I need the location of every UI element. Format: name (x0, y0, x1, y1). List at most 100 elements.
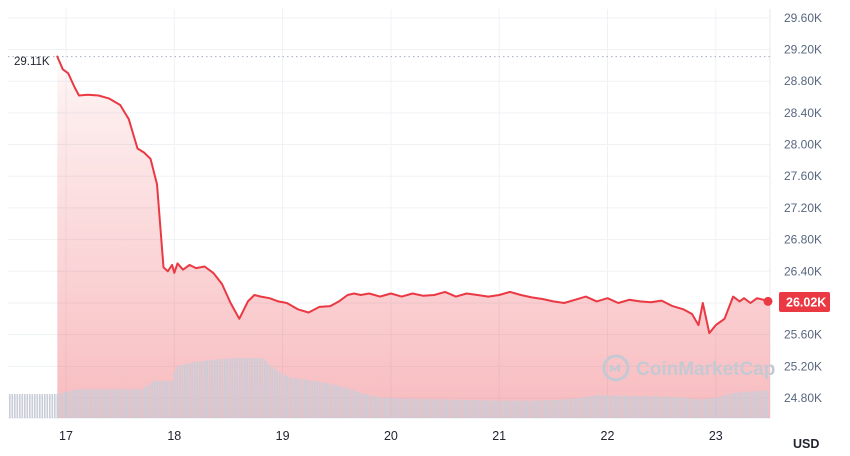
volume-bar (41, 394, 44, 418)
last-value-dot (763, 296, 773, 306)
volume-bar (251, 358, 254, 418)
start-value-marker: 29.11K (14, 56, 50, 68)
volume-bar (589, 396, 591, 418)
volume-bar (681, 397, 684, 418)
volume-bar (306, 379, 309, 418)
volume-bar (84, 389, 86, 418)
volume-bar (299, 378, 301, 418)
volume-bar (361, 393, 364, 418)
volume-bar (246, 358, 249, 418)
volume-bar (274, 368, 276, 418)
volume-bar (696, 399, 699, 418)
volume-bar (709, 398, 711, 418)
volume-bar (504, 400, 506, 418)
volume-bar (216, 359, 219, 418)
volume-bar (229, 358, 231, 418)
volume-bar (756, 391, 759, 418)
volume-bar (726, 394, 729, 418)
volume-bar (156, 380, 159, 418)
volume-bar (86, 389, 89, 418)
volume-bar (611, 395, 614, 418)
volume-bar (534, 400, 536, 418)
volume-bar (164, 380, 166, 418)
volume-bar (11, 394, 14, 418)
volume-bar (631, 395, 634, 418)
volume-bar (24, 394, 26, 418)
volume-bar (669, 396, 671, 418)
volume-bar (746, 391, 749, 418)
volume-bar (491, 400, 494, 418)
volume-bar (501, 400, 504, 418)
volume-bar (619, 395, 621, 418)
volume-bar (141, 389, 144, 418)
volume-bar (254, 358, 256, 418)
volume-bar (566, 398, 569, 418)
volume-bars (9, 358, 769, 418)
volume-bar (66, 391, 69, 418)
volume-bar (609, 395, 611, 418)
volume-bar (524, 400, 526, 418)
volume-bar (639, 396, 641, 418)
volume-bar (226, 358, 229, 418)
volume-bar (239, 358, 241, 418)
volume-bar (484, 400, 486, 418)
volume-bar (444, 399, 446, 418)
volume-bar (294, 378, 296, 418)
volume-bar (369, 395, 371, 418)
volume-bar (541, 400, 544, 418)
volume-bar (379, 397, 381, 418)
volume-bar (79, 389, 81, 418)
volume-bar (214, 359, 216, 418)
volume-bar (281, 373, 284, 418)
volume-bar (346, 388, 349, 418)
volume-bar (116, 389, 119, 418)
volume-bar (304, 379, 306, 418)
volume-bar (16, 394, 19, 418)
volume-bar (351, 389, 354, 418)
volume-bar (586, 396, 589, 418)
volume-bar (271, 366, 274, 418)
volume-bar (576, 398, 579, 418)
volume-bar (516, 400, 519, 418)
volume-bar (169, 380, 171, 418)
volume-bar (704, 398, 706, 418)
volume-bar (761, 390, 764, 418)
volume-bar (676, 397, 679, 418)
y-tick-label: 29.20K (784, 43, 822, 57)
volume-bar (409, 398, 411, 418)
volume-bar (739, 392, 741, 418)
volume-bar (349, 389, 351, 418)
volume-bar (596, 395, 599, 418)
volume-bar (406, 398, 409, 418)
volume-bar (601, 395, 604, 418)
volume-bar (659, 396, 661, 418)
volume-bar (234, 358, 236, 418)
volume-bar (701, 399, 704, 418)
volume-bar (224, 358, 226, 418)
volume-bar (751, 391, 754, 418)
watermark-text: CoinMarketCap (636, 359, 775, 380)
coinmarketcap-logo-icon (602, 354, 630, 382)
volume-bar (121, 389, 124, 418)
volume-bar (464, 399, 466, 418)
volume-bar (556, 399, 559, 418)
volume-bar (29, 394, 31, 418)
volume-bar (109, 389, 111, 418)
volume-bar (686, 398, 689, 418)
y-tick-label: 28.40K (784, 106, 822, 120)
volume-bar (74, 389, 76, 418)
volume-bar (81, 389, 84, 418)
volume-bar (441, 399, 444, 418)
volume-bar (101, 389, 104, 418)
volume-bar (489, 400, 491, 418)
volume-bar (456, 399, 459, 418)
volume-bar (486, 400, 489, 418)
volume-bar (149, 383, 151, 418)
volume-bar (151, 381, 154, 418)
volume-bar (376, 396, 379, 418)
volume-bar (626, 395, 629, 418)
volume-bar (404, 398, 406, 418)
volume-bar (614, 395, 616, 418)
volume-bar (634, 395, 636, 418)
